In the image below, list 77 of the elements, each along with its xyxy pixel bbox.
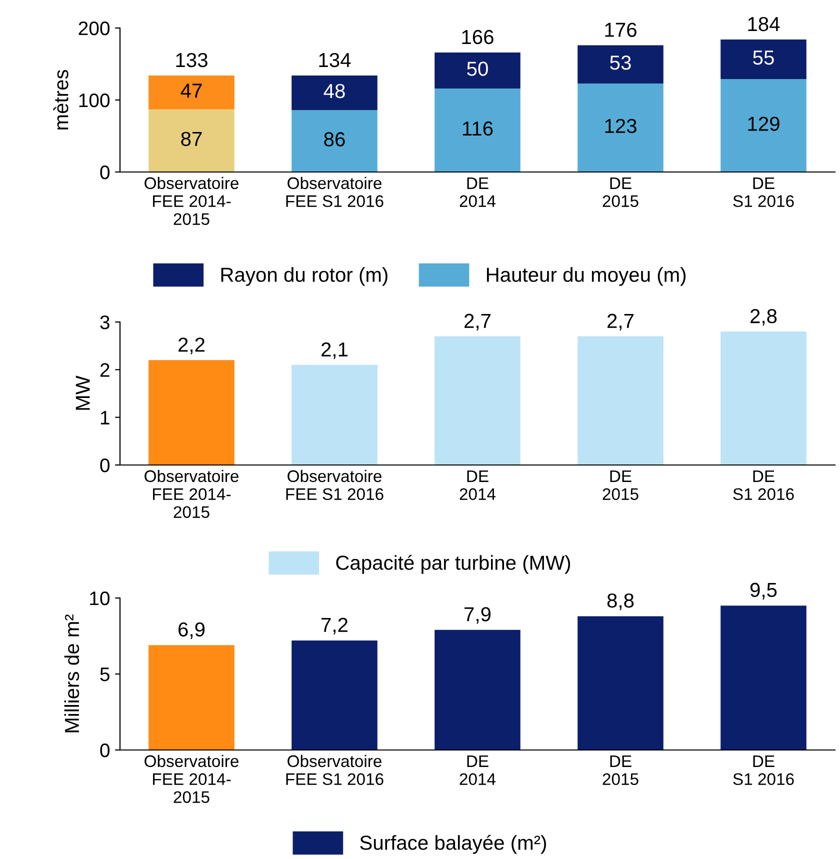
bar bbox=[578, 616, 664, 750]
x-tick-label: DE S1 2016 bbox=[733, 177, 794, 208]
bar bbox=[578, 83, 664, 172]
y-tick-label: 0 bbox=[100, 743, 110, 758]
total-label: 176 bbox=[605, 22, 636, 37]
total-label: 184 bbox=[748, 16, 780, 32]
data-label: 129 bbox=[748, 116, 780, 131]
data-label: 2,7 bbox=[464, 314, 490, 330]
x-tick-label: DE S1 2016 bbox=[733, 755, 794, 786]
data-label: 2,7 bbox=[608, 314, 634, 330]
bar bbox=[292, 110, 378, 172]
y-tick-label: 0 bbox=[100, 458, 110, 472]
y-tick-label: 2 bbox=[100, 363, 110, 377]
legend-label: Rayon du rotor (m) bbox=[221, 267, 388, 286]
bar bbox=[434, 52, 520, 88]
data-label: 50 bbox=[467, 62, 488, 76]
data-label: 47 bbox=[180, 84, 202, 98]
bar bbox=[434, 336, 520, 465]
x-tick-label: DE 2015 bbox=[602, 755, 638, 786]
y-tick-label: 100 bbox=[79, 93, 110, 108]
x-tick-label: Observatoire FEE 2014- 2015 bbox=[144, 470, 238, 518]
x-tick-label: DE 2015 bbox=[602, 177, 638, 208]
bar bbox=[434, 88, 520, 172]
bar bbox=[148, 645, 234, 750]
data-label: 2,1 bbox=[322, 342, 348, 360]
data-label: 48 bbox=[324, 84, 345, 98]
data-label: 7,2 bbox=[322, 618, 348, 634]
data-label: 8,8 bbox=[607, 593, 634, 610]
data-label: 7,9 bbox=[464, 607, 491, 624]
x-tick-label: Observatoire FEE S1 2016 bbox=[286, 754, 384, 786]
bar bbox=[720, 332, 806, 465]
bar bbox=[148, 109, 234, 172]
data-label: 123 bbox=[605, 118, 636, 134]
x-tick-label: DE 2015 bbox=[602, 470, 638, 500]
x-tick-label: DE S1 2016 bbox=[733, 470, 794, 500]
data-label: 116 bbox=[462, 121, 493, 136]
y-tick-label: 10 bbox=[90, 591, 110, 606]
total-label: 134 bbox=[319, 52, 351, 68]
bar bbox=[720, 79, 806, 172]
x-tick-label: Observatoire FEE 2014- 2015 bbox=[144, 176, 238, 226]
data-label: 86 bbox=[324, 132, 345, 146]
legend-label: Surface balayée (m²) bbox=[360, 834, 546, 854]
x-tick-label: DE 2014 bbox=[460, 755, 496, 786]
total-label: 166 bbox=[462, 30, 494, 44]
y-tick-label: 0 bbox=[100, 165, 110, 180]
data-label: 2,2 bbox=[178, 338, 204, 354]
data-label: 53 bbox=[610, 56, 631, 70]
y-tick-label: 200 bbox=[78, 21, 110, 36]
bar bbox=[292, 364, 378, 465]
legend-label: Capacité par turbine (MW) bbox=[336, 554, 570, 574]
data-label: 2,8 bbox=[750, 309, 777, 326]
bar bbox=[292, 640, 378, 750]
legend-label: Hauteur du moyeu (m) bbox=[486, 267, 686, 286]
data-label: 55 bbox=[753, 50, 774, 65]
x-tick-label: Observatoire FEE 2014- 2015 bbox=[144, 754, 238, 804]
data-label: 87 bbox=[181, 132, 202, 146]
total-label: 133 bbox=[176, 52, 208, 68]
data-label: 9,5 bbox=[750, 582, 777, 600]
x-tick-label: Observatoire FEE S1 2016 bbox=[286, 176, 384, 208]
y-axis-title: MW bbox=[76, 376, 90, 410]
bar bbox=[720, 40, 806, 80]
bar bbox=[578, 336, 664, 465]
data-label: 6,9 bbox=[178, 622, 205, 639]
bar bbox=[578, 45, 664, 84]
x-tick-label: DE 2014 bbox=[460, 470, 496, 500]
x-tick-label: DE 2014 bbox=[460, 177, 496, 208]
y-tick-label: 1 bbox=[100, 411, 110, 424]
bar bbox=[720, 606, 806, 750]
bar bbox=[292, 76, 378, 110]
y-axis-title: mètres bbox=[53, 70, 68, 130]
bar bbox=[148, 76, 234, 110]
bar bbox=[434, 630, 520, 750]
y-tick-label: 5 bbox=[100, 668, 110, 682]
bar bbox=[148, 360, 234, 465]
y-axis-title: Milliers de m² bbox=[64, 614, 80, 732]
x-tick-label: Observatoire FEE S1 2016 bbox=[286, 470, 384, 500]
y-tick-label: 3 bbox=[100, 315, 110, 330]
